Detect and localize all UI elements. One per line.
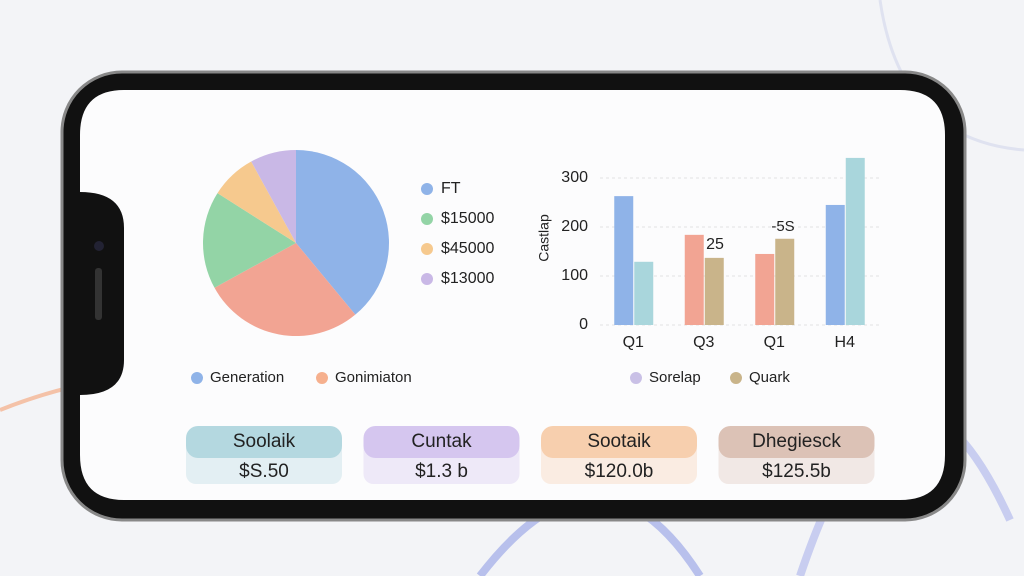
card-value: $120.0b	[585, 461, 654, 482]
legend-dot	[421, 273, 433, 285]
card-value: $125.5b	[762, 461, 831, 482]
card-header	[541, 426, 697, 458]
legend-dot	[316, 372, 328, 384]
y-tick-label: 200	[561, 218, 588, 235]
card-header	[363, 426, 520, 458]
bar	[825, 204, 845, 325]
legend-label: Sorelap	[649, 369, 701, 386]
bar	[614, 196, 634, 325]
y-tick-label: 300	[561, 169, 588, 186]
annotation: -5S	[771, 218, 794, 235]
bar	[755, 253, 775, 325]
legend-dot	[421, 243, 433, 255]
card-title: Dhegiesck	[752, 431, 841, 452]
bar	[775, 238, 795, 325]
pie-slice	[217, 161, 296, 243]
legend-dot	[730, 372, 742, 384]
card-value: $S.50	[239, 461, 289, 482]
x-tick-label: H4	[835, 334, 856, 351]
legend-label: Quark	[749, 369, 790, 386]
x-tick-label: Q1	[623, 334, 644, 351]
legend-label: $15000	[441, 210, 494, 227]
legend-label: FT	[441, 180, 461, 197]
bar	[704, 257, 724, 325]
pie-slice	[214, 243, 356, 336]
camera	[94, 241, 104, 251]
x-tick-label: Q1	[764, 334, 785, 351]
pie-slice	[203, 193, 296, 288]
card-value: $1.3 b	[415, 461, 468, 482]
legend-label: $45000	[441, 240, 494, 257]
speaker	[95, 268, 102, 320]
legend-dot	[421, 183, 433, 195]
y-tick-label: 0	[579, 316, 588, 333]
legend-dot	[421, 213, 433, 225]
card-title: Sootaik	[587, 431, 651, 452]
legend-label: $13000	[441, 270, 494, 287]
legend-dot	[191, 372, 203, 384]
legend-label: Generation	[210, 369, 284, 386]
card-header	[186, 426, 342, 458]
bar	[845, 157, 865, 325]
legend-dot	[630, 372, 642, 384]
pie-slice	[296, 150, 390, 315]
card-header	[718, 426, 875, 458]
pie-slice	[251, 150, 296, 243]
y-tick-label: 100	[561, 267, 588, 284]
legend-label: Gonimiaton	[335, 369, 412, 386]
x-tick-label: Q3	[693, 334, 714, 351]
y-axis-label: Castlap	[536, 214, 552, 262]
card-title: Cuntak	[411, 431, 472, 452]
bar	[634, 261, 654, 325]
annotation: 25	[706, 236, 724, 253]
card-title: Soolaik	[233, 431, 296, 452]
bar	[684, 234, 704, 325]
